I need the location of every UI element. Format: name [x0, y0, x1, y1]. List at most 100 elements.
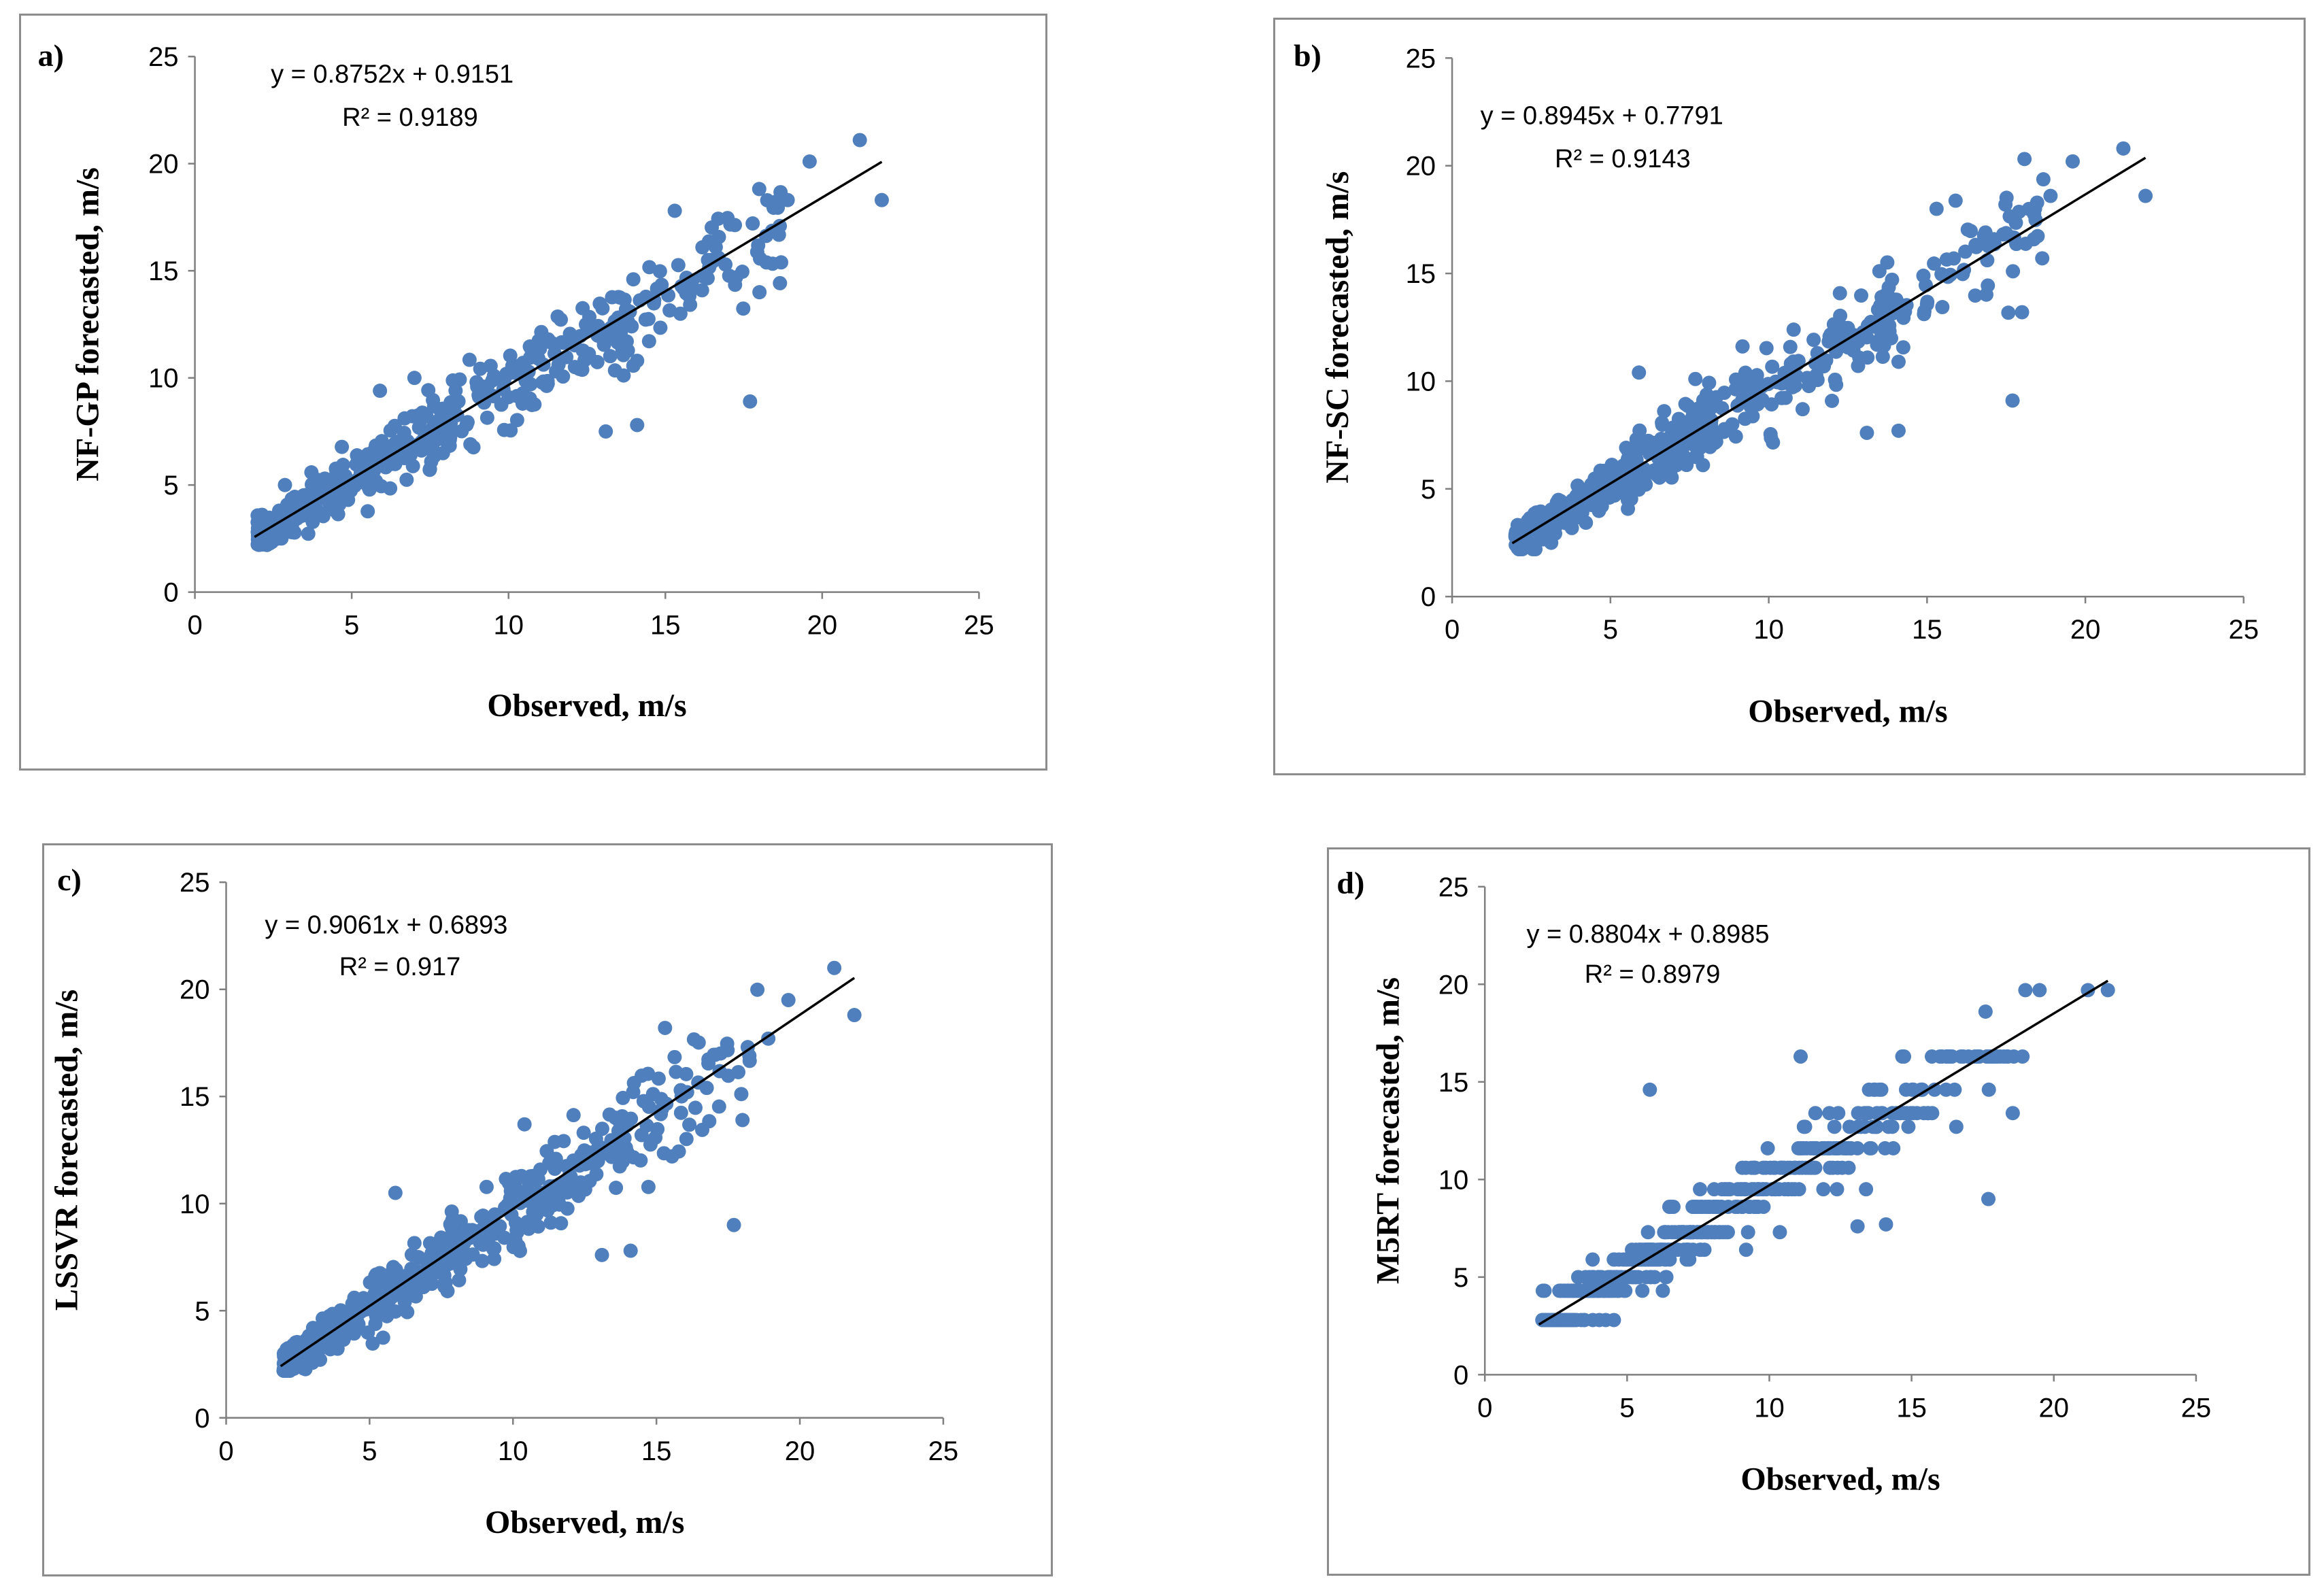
x-tick-label: 0 [1477, 1393, 1492, 1423]
data-point [1643, 1082, 1657, 1097]
data-point [405, 458, 420, 473]
data-point [634, 1128, 649, 1143]
data-point [525, 1168, 540, 1183]
r-squared-label: R² = 0.9189 [342, 103, 478, 132]
data-point [1760, 1141, 1775, 1155]
data-point [1685, 1199, 1700, 1214]
data-point [589, 1167, 604, 1182]
data-point [743, 394, 758, 409]
data-point [760, 192, 775, 207]
r-squared-label: R² = 0.8979 [1585, 960, 1721, 989]
data-point [1872, 264, 1887, 279]
data-point [329, 464, 344, 479]
data-point [1577, 1313, 1592, 1328]
r-squared-label: R² = 0.917 [339, 953, 461, 981]
data-point [1927, 1082, 1942, 1097]
panel-label: d) [1336, 865, 1364, 900]
data-point [575, 301, 590, 316]
data-point [667, 203, 682, 218]
x-tick-label: 25 [2181, 1393, 2212, 1423]
y-tick-label: 0 [1453, 1360, 1468, 1390]
data-point [1808, 1106, 1823, 1121]
data-point [1569, 1283, 1584, 1298]
data-point [335, 1314, 350, 1329]
data-point [1840, 1141, 1855, 1155]
data-point [630, 418, 645, 433]
data-point [1800, 371, 1815, 386]
data-point [736, 301, 751, 316]
scatter-chart-d: 0 5 10 15 20 25 0 5 10 15 20 25 y = 0.8804x + 0.8985… [1336, 865, 2212, 1497]
trendline [1538, 979, 2109, 1326]
data-point [475, 1253, 490, 1268]
x-tick-label: 10 [498, 1436, 528, 1466]
data-point [1746, 1160, 1761, 1175]
data-point [387, 418, 402, 433]
x-tick-label: 10 [493, 611, 524, 641]
scatter-points [1508, 141, 2153, 557]
data-point [1718, 1225, 1733, 1240]
data-point [1610, 1283, 1625, 1298]
data-point [723, 217, 738, 232]
data-point [1920, 1106, 1935, 1121]
y-tick-label: 15 [148, 256, 179, 286]
data-point [2116, 141, 2131, 156]
data-point [477, 395, 492, 410]
data-point [2030, 195, 2044, 210]
data-point [1749, 1199, 1764, 1214]
y-tick-label: 15 [1406, 259, 1436, 289]
data-point [1969, 239, 1984, 254]
data-point [473, 361, 488, 376]
data-point [1896, 310, 1911, 325]
x-tick-label: 10 [1753, 615, 1784, 645]
y-tick-label: 20 [1406, 152, 1436, 182]
y-tick-label: 20 [180, 975, 210, 1005]
data-point [673, 1105, 688, 1120]
data-point [1831, 1106, 1846, 1121]
data-point [276, 1346, 291, 1361]
data-point [1728, 429, 1743, 444]
data-point [1862, 1082, 1876, 1097]
data-point [496, 422, 511, 437]
data-point [1927, 256, 1942, 271]
data-point [651, 1071, 666, 1086]
x-tick-label: 15 [1896, 1393, 1927, 1423]
y-tick-label: 10 [180, 1189, 210, 1219]
x-tick-label: 25 [2229, 615, 2259, 645]
x-tick-label: 5 [344, 611, 359, 641]
data-point [1989, 1049, 2004, 1064]
x-tick-label: 0 [1445, 615, 1460, 645]
data-point [1693, 1243, 1708, 1257]
data-point [1702, 375, 1717, 390]
y-tick-label: 0 [1421, 582, 1436, 612]
data-point [335, 439, 350, 454]
data-point [1915, 1082, 1930, 1097]
data-point [1932, 1049, 1947, 1064]
data-point [579, 317, 594, 332]
data-point [1696, 393, 1711, 408]
data-point [511, 1238, 526, 1253]
data-point [1640, 1225, 1655, 1240]
data-point [735, 265, 750, 280]
data-point [1766, 435, 1781, 450]
data-point [641, 1179, 656, 1194]
data-point [1548, 526, 1563, 541]
data-point [1850, 1219, 1865, 1234]
data-point [1795, 402, 1810, 417]
x-tick-label: 5 [1603, 615, 1618, 645]
data-point [735, 1113, 750, 1128]
data-point [466, 440, 481, 455]
y-tick-label: 5 [195, 1296, 209, 1326]
data-point [773, 275, 788, 290]
data-point [604, 1149, 619, 1164]
data-point [1874, 290, 1889, 305]
data-point [588, 1131, 603, 1146]
data-point [750, 982, 765, 997]
data-point [1968, 288, 1983, 303]
data-point [1859, 1182, 1874, 1197]
data-point [1781, 1182, 1796, 1197]
y-tick-label: 10 [1406, 367, 1436, 396]
data-point [378, 460, 393, 475]
data-point [399, 472, 414, 487]
data-point [630, 353, 645, 368]
regression-equation: y = 0.8752x + 0.9151 [271, 60, 513, 88]
